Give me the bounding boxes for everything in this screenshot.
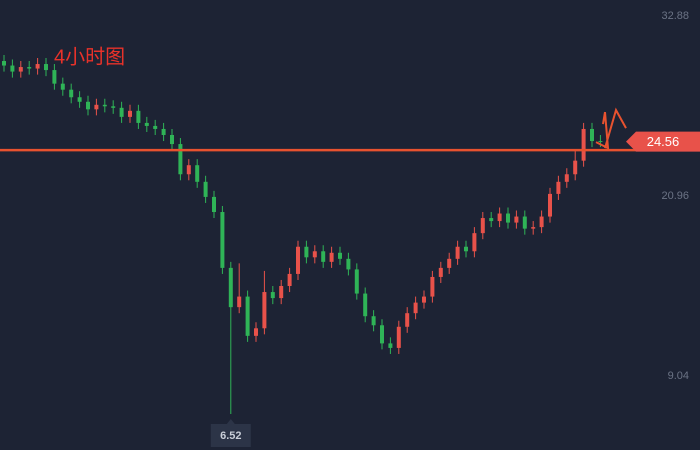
- candle-body: [548, 193, 552, 217]
- candle-body: [497, 213, 502, 222]
- candle-body: [539, 216, 544, 228]
- candle-body: [304, 246, 309, 258]
- candle-body: [321, 251, 326, 262]
- candle-body: [203, 181, 208, 197]
- candle-body: [396, 326, 401, 348]
- candle-body: [161, 128, 166, 135]
- candle-body: [18, 67, 23, 72]
- y-tick-label: 20.96: [661, 190, 689, 202]
- candle-body: [598, 141, 603, 143]
- candle-body: [144, 122, 149, 126]
- candle-body: [489, 218, 494, 222]
- candle-body: [35, 64, 40, 69]
- candle-body: [27, 67, 32, 69]
- candle-body: [52, 70, 57, 84]
- candle-body: [69, 89, 74, 98]
- candle-body: [371, 316, 376, 326]
- price-tag: [626, 131, 700, 152]
- candle-body: [346, 258, 351, 270]
- candle-body: [220, 212, 225, 268]
- candle-body: [422, 296, 426, 303]
- low-tag: [210, 419, 251, 448]
- candle-body: [380, 325, 384, 344]
- candle-body: [111, 106, 116, 108]
- candle-body: [464, 246, 468, 252]
- candle-body: [447, 258, 452, 268]
- low-tag-label: 6.52: [220, 430, 241, 442]
- candle-body: [212, 196, 216, 213]
- candle-body: [573, 160, 578, 175]
- candle-body: [270, 292, 275, 299]
- candle-body: [455, 246, 460, 259]
- candle-body: [405, 313, 410, 327]
- candle-body: [10, 65, 15, 72]
- candle-body: [237, 296, 242, 308]
- y-tick-label: 32.88: [661, 10, 689, 22]
- candle-body: [438, 267, 443, 277]
- candle-body: [564, 174, 569, 182]
- candle-body: [287, 273, 292, 287]
- candle-body: [480, 218, 485, 234]
- arrow-annotation: [595, 107, 627, 150]
- candle-body: [186, 165, 191, 175]
- candle-body: [296, 246, 300, 274]
- candle-body: [329, 252, 334, 262]
- candle-body: [119, 107, 124, 117]
- candle-body: [170, 135, 174, 145]
- candle-body: [354, 269, 359, 294]
- candle-body: [44, 64, 48, 71]
- candle-body: [86, 101, 90, 110]
- candle-body: [388, 343, 393, 348]
- candle-body: [77, 97, 82, 102]
- candle-body: [102, 104, 107, 107]
- candle-body: [178, 144, 183, 175]
- candle-body: [2, 61, 6, 66]
- candle-body: [153, 125, 158, 129]
- candle-body: [128, 110, 132, 117]
- candle-body: [506, 213, 510, 223]
- candle-body: [472, 233, 477, 252]
- candle-body: [195, 165, 200, 182]
- candle-body: [363, 293, 368, 317]
- candle-body: [338, 252, 342, 259]
- candle-body: [590, 128, 594, 142]
- candle-body: [228, 267, 233, 308]
- candle-body: [245, 296, 250, 336]
- candle-body: [60, 83, 65, 90]
- candle-body: [522, 216, 527, 229]
- y-tick-label: 9.04: [668, 370, 689, 382]
- price-tag-label: 24.56: [647, 134, 680, 149]
- candle-body: [430, 276, 435, 297]
- candle-body: [254, 328, 258, 336]
- candle-body: [262, 292, 267, 329]
- candle-body: [556, 181, 561, 194]
- chart-title: 4小时图: [54, 45, 125, 68]
- candle-body: [136, 110, 141, 123]
- candle-body: [312, 251, 317, 258]
- candle-body: [531, 227, 536, 229]
- candle-body: [581, 128, 586, 161]
- candle-body: [413, 302, 418, 314]
- candle-body: [514, 216, 519, 223]
- candle-body: [279, 286, 284, 299]
- candle-body: [94, 104, 99, 110]
